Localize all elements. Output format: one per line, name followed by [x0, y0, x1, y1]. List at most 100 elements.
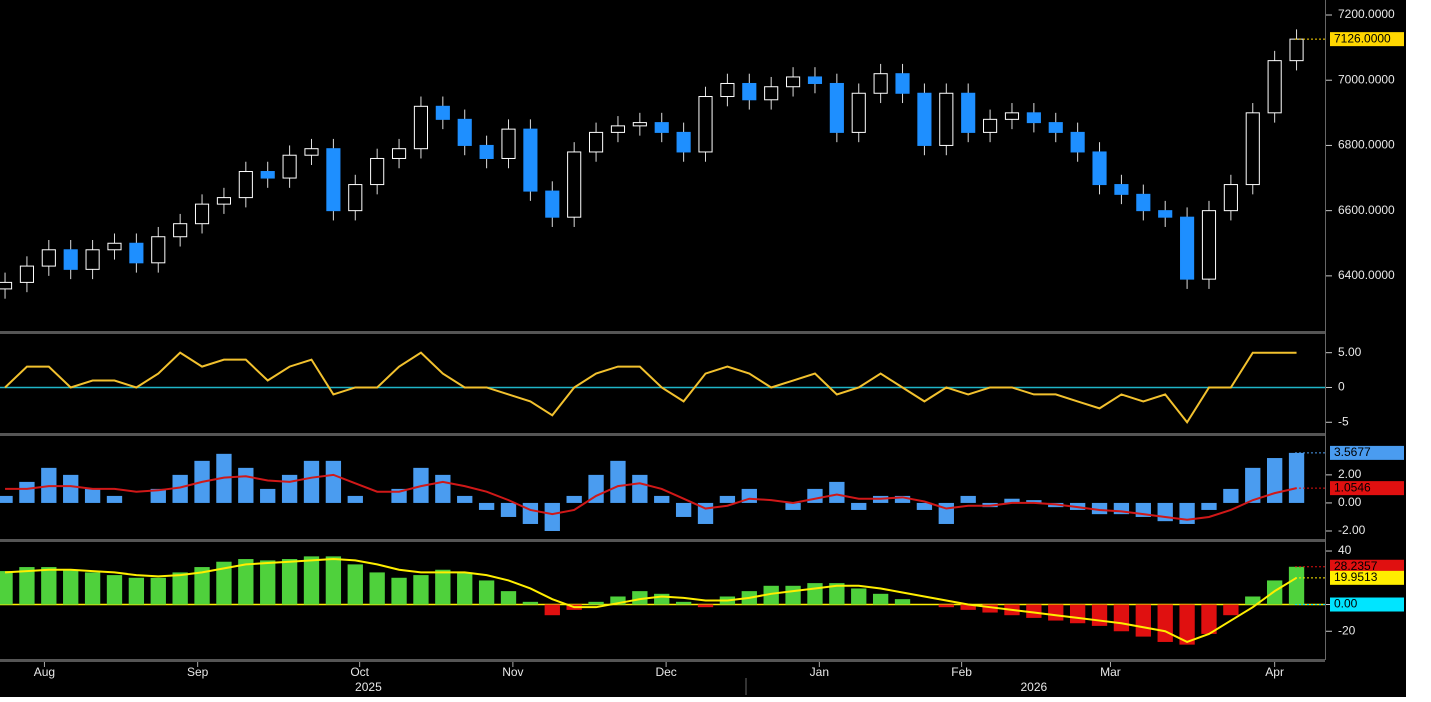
marker-label: 19.9513	[1334, 570, 1378, 584]
marker-label: 0.00	[1334, 597, 1358, 611]
bar	[238, 467, 254, 503]
x-tick-label: Jan	[810, 665, 829, 679]
candle-body	[391, 148, 407, 159]
x-tick-label: Apr	[1265, 665, 1284, 679]
bar	[610, 460, 626, 503]
line	[5, 473, 1297, 521]
bar	[1135, 604, 1151, 637]
bar	[675, 502, 692, 517]
bar	[785, 585, 801, 605]
bar	[982, 604, 998, 613]
bar	[0, 495, 13, 503]
bar	[654, 593, 670, 605]
candle-body	[851, 92, 866, 133]
candle-body	[1070, 131, 1085, 153]
candle-body	[939, 92, 954, 146]
candle-body	[435, 105, 450, 120]
bar	[172, 474, 188, 503]
bar	[1048, 604, 1064, 621]
x-tick-label: Dec	[655, 665, 676, 679]
candle-body	[216, 197, 232, 205]
candle-body	[1289, 38, 1304, 62]
bar	[632, 474, 648, 503]
y-tick-label: -20	[1338, 623, 1356, 637]
candle-body	[895, 73, 910, 94]
bar	[84, 572, 101, 605]
candle-body	[1136, 193, 1151, 212]
x-tick-label: Aug	[34, 665, 55, 679]
bar	[566, 495, 582, 503]
bar	[63, 474, 79, 503]
y-tick-label: 6600.0000	[1338, 203, 1395, 217]
line	[4, 351, 1297, 424]
bar	[851, 588, 867, 605]
bar	[675, 601, 692, 605]
bar	[763, 585, 779, 605]
candle-body	[1004, 112, 1020, 120]
candle-body	[1026, 112, 1041, 124]
bar	[851, 502, 867, 510]
candle-body	[786, 76, 801, 88]
candle-body	[479, 144, 494, 159]
candle-body	[370, 157, 385, 186]
candle-body	[764, 86, 779, 101]
bar	[960, 604, 976, 610]
line	[4, 558, 1298, 644]
bar	[500, 502, 517, 517]
bar	[1288, 452, 1305, 503]
bar	[1266, 458, 1283, 503]
bar	[544, 502, 560, 531]
candle-body	[567, 151, 582, 218]
candle-body	[457, 118, 472, 146]
candle-body	[545, 190, 560, 218]
candle-body	[1245, 112, 1260, 186]
candle-body	[523, 128, 538, 192]
candle-body	[588, 131, 604, 153]
candle-body	[173, 223, 188, 238]
candle-body	[676, 131, 691, 153]
x-tick-label: Feb	[951, 665, 972, 679]
marker-box	[1330, 32, 1404, 47]
bar	[84, 488, 101, 503]
candle-body	[413, 105, 429, 150]
marker-label: 3.5677	[1334, 445, 1371, 459]
bar	[391, 577, 407, 605]
marker-box	[1330, 570, 1404, 585]
candle-body	[873, 73, 888, 94]
candle-body	[0, 281, 13, 290]
bar	[1223, 604, 1239, 616]
bar	[522, 601, 539, 605]
bar	[281, 559, 298, 605]
bar	[325, 556, 342, 605]
marker-box	[1330, 445, 1404, 460]
y-tick-label: 0	[1338, 380, 1345, 394]
bar	[632, 591, 648, 605]
y-tick-label: 7000.0000	[1338, 72, 1395, 86]
bar	[1223, 488, 1239, 503]
bar	[435, 474, 451, 503]
x-tick-label: Nov	[502, 665, 523, 679]
bar	[1113, 502, 1130, 515]
bar	[872, 593, 889, 605]
bar	[829, 481, 845, 503]
bar	[303, 460, 320, 503]
bar	[1004, 498, 1020, 503]
candle-body	[961, 92, 976, 133]
bar	[150, 488, 166, 503]
bar	[807, 488, 823, 503]
bar	[281, 474, 298, 503]
bar	[829, 583, 845, 605]
bar	[41, 567, 57, 605]
candle-body	[107, 242, 122, 251]
bar	[1266, 580, 1283, 605]
candle-body	[632, 122, 647, 127]
y-tick-label: -2.00	[1338, 523, 1366, 537]
marker-label: 7126.0000	[1334, 31, 1391, 45]
bar	[216, 561, 232, 605]
bar	[1201, 502, 1217, 510]
bar	[19, 481, 35, 503]
candle-body	[282, 154, 297, 179]
bar	[194, 567, 210, 605]
